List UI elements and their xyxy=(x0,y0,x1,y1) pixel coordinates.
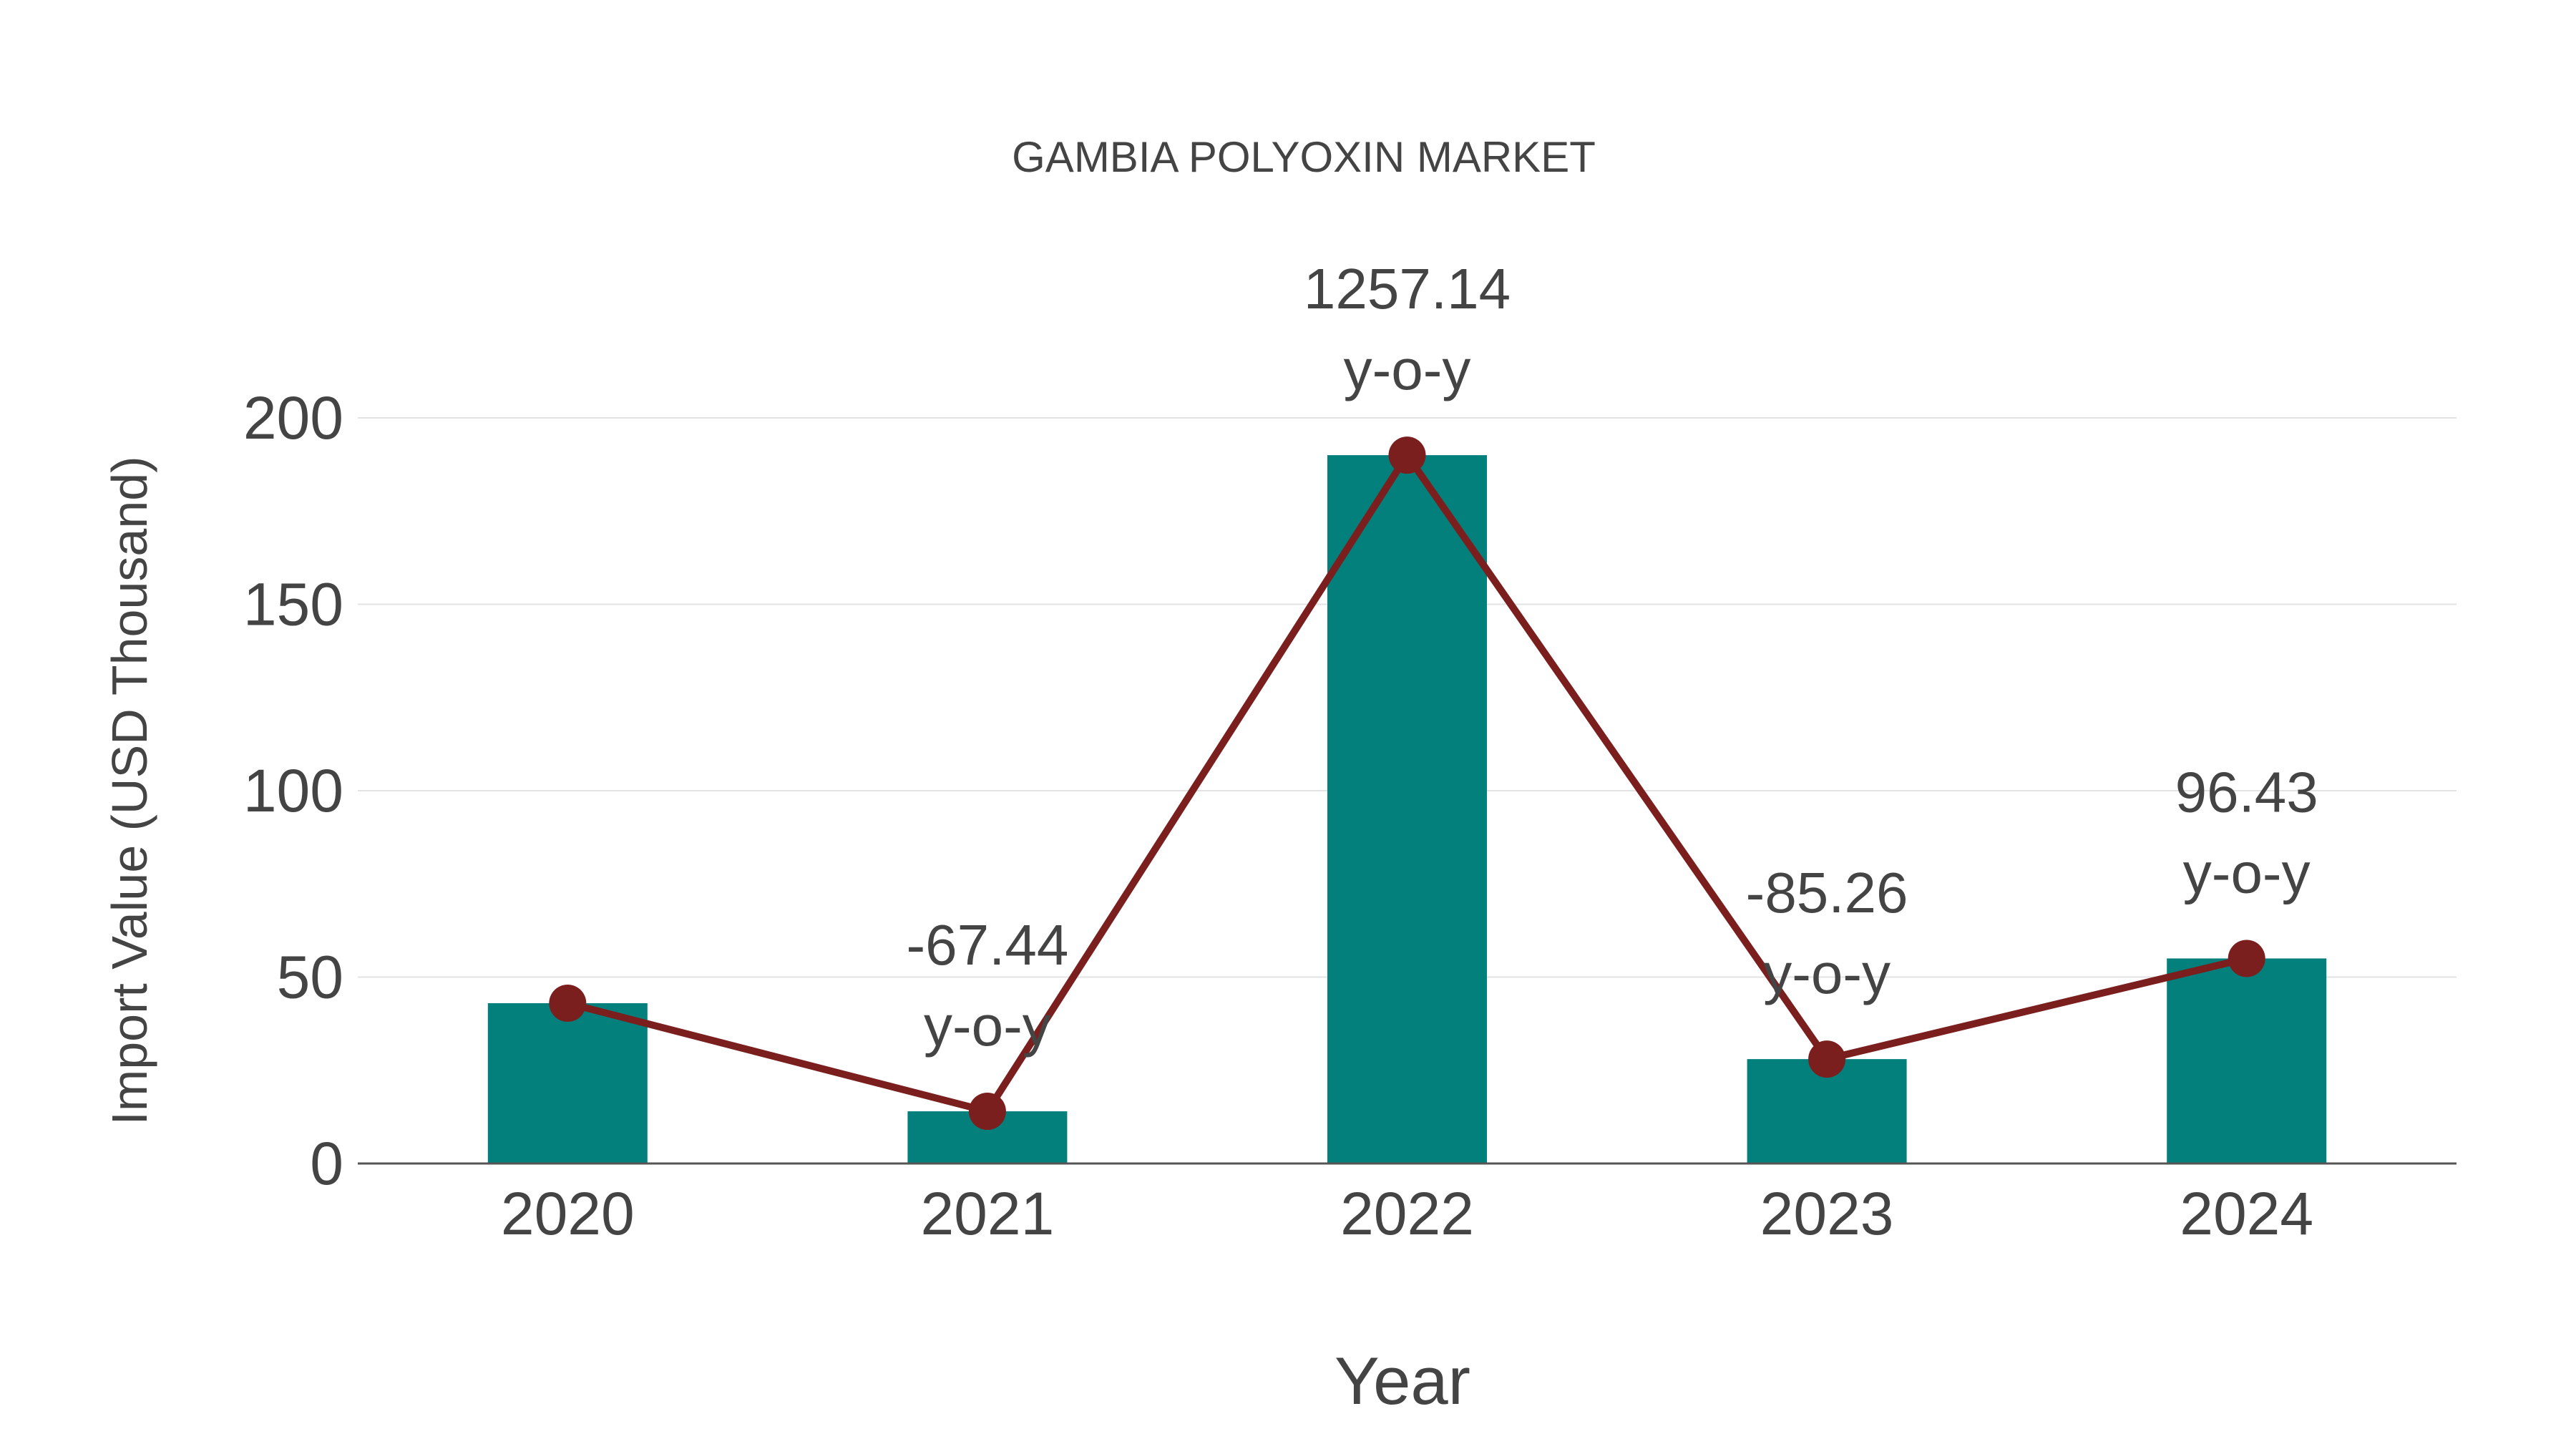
trend-point-2024 xyxy=(2228,940,2265,977)
y-tick-label: 0 xyxy=(310,1130,343,1197)
trend-point-2020 xyxy=(549,984,587,1022)
x-tick-label: 2023 xyxy=(1760,1180,1894,1247)
annotations: -67.44 y-o-y 1257.14 y-o-y -85.26 y-o-y 96.43 y… xyxy=(906,257,2318,1058)
y-tick-label: 100 xyxy=(243,757,343,824)
yoy-suffix: y-o-y xyxy=(1763,942,1890,1005)
yoy-suffix: y-o-y xyxy=(2183,841,2311,904)
chart-title: GAMBIA POLYOXIN MARKET xyxy=(1012,133,1596,181)
yoy-suffix: y-o-y xyxy=(924,994,1051,1058)
y-tick-labels: 0 50 100 150 200 xyxy=(243,384,343,1197)
y-tick-label: 50 xyxy=(277,944,343,1011)
trend-point-2023 xyxy=(1808,1040,1846,1078)
bar-2024 xyxy=(2167,958,2327,1163)
yoy-value: 96.43 xyxy=(2175,760,2318,824)
x-tick-label: 2024 xyxy=(2180,1180,2313,1247)
bar-2020 xyxy=(487,1002,648,1163)
bar-2022 xyxy=(1327,455,1487,1163)
yoy-value: 1257.14 xyxy=(1304,257,1511,321)
y-tick-label: 200 xyxy=(243,384,343,452)
x-tick-label: 2020 xyxy=(501,1180,635,1247)
yoy-value: -67.44 xyxy=(906,913,1068,977)
y-tick-label: 150 xyxy=(243,571,343,638)
x-axis-label: Year xyxy=(1335,1343,1470,1418)
trend-point-2022 xyxy=(1388,436,1426,474)
y-axis-label: Import Value (USD Thousand) xyxy=(102,456,157,1125)
bars xyxy=(487,455,2327,1163)
yoy-value: -85.26 xyxy=(1746,861,1908,924)
x-tick-label: 2021 xyxy=(920,1180,1054,1247)
x-tick-label: 2022 xyxy=(1340,1180,1474,1247)
trend-line xyxy=(549,436,2265,1131)
yoy-suffix: y-o-y xyxy=(1344,338,1471,401)
trend-point-2021 xyxy=(968,1093,1006,1131)
x-tick-labels: 2020 2021 2022 2023 2024 xyxy=(501,1180,2313,1247)
